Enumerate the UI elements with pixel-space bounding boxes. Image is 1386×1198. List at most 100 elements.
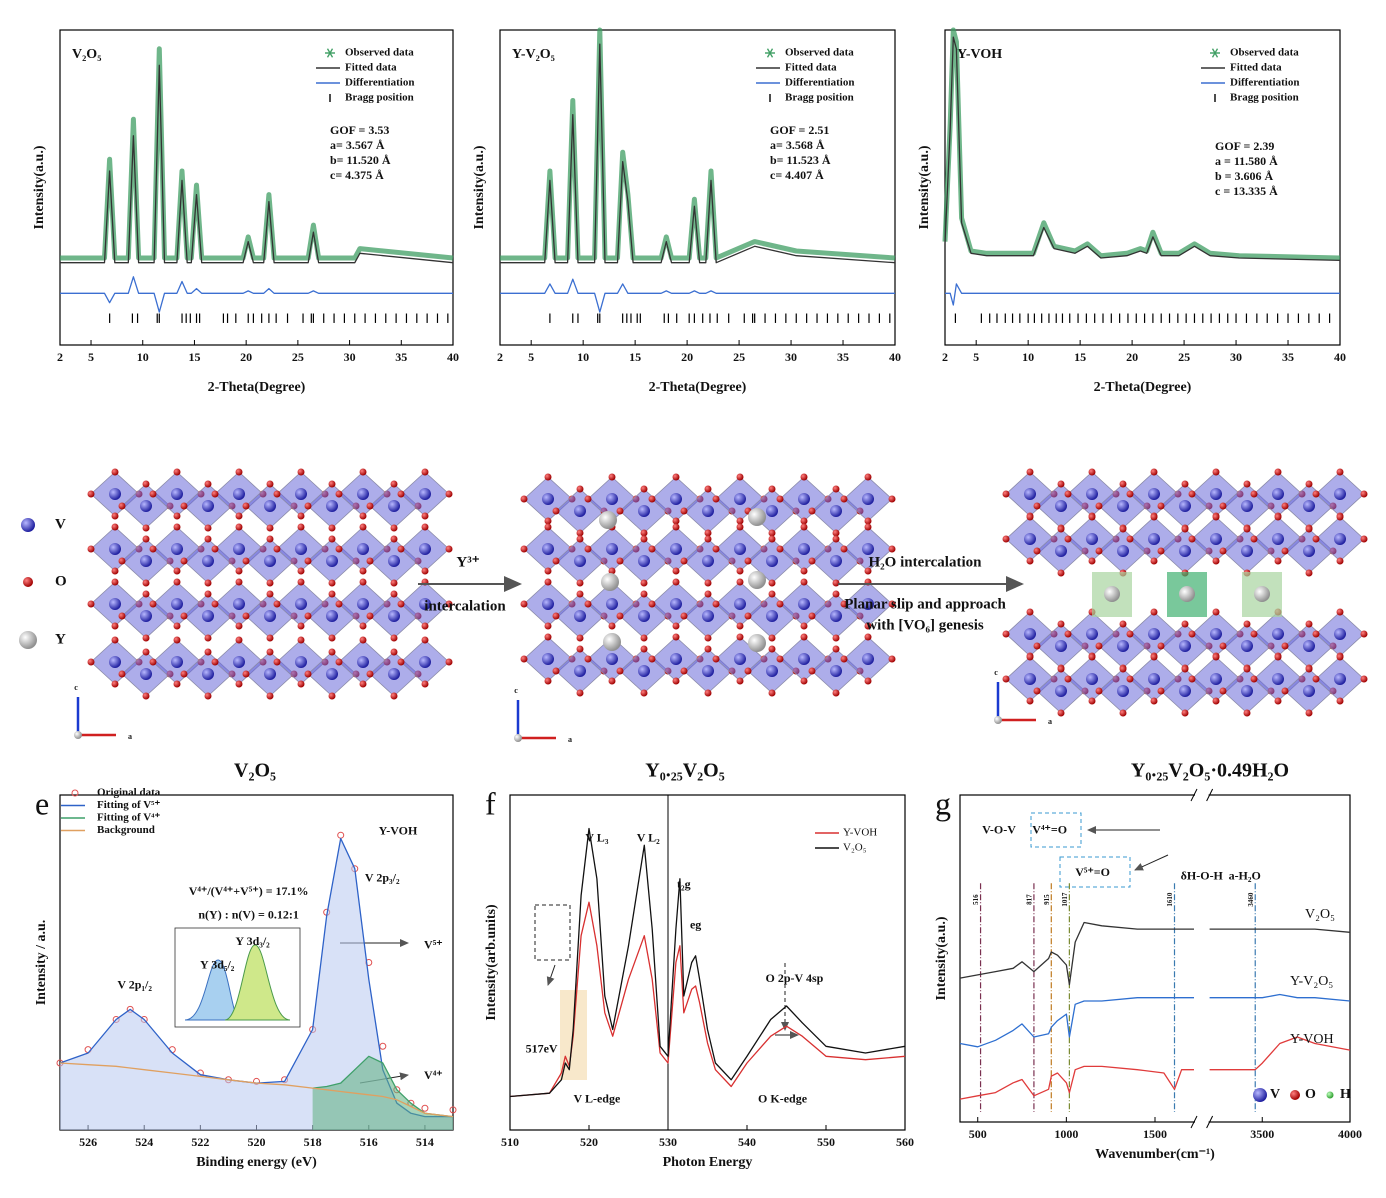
o-atom bbox=[142, 634, 150, 642]
o-atom bbox=[142, 524, 150, 532]
o-atom bbox=[608, 567, 616, 575]
o-atom bbox=[744, 667, 752, 675]
annotation: a-H₂O bbox=[1229, 869, 1261, 883]
o-atom bbox=[304, 612, 312, 620]
v-atom bbox=[140, 500, 152, 512]
annotation: b= 11.520 Å bbox=[330, 153, 391, 167]
o-atom bbox=[1312, 490, 1320, 498]
o-atom bbox=[142, 590, 150, 598]
o-atom bbox=[736, 473, 744, 481]
o-atom bbox=[712, 600, 720, 608]
step-label: Y³⁺ bbox=[456, 554, 479, 570]
o-atom bbox=[768, 590, 776, 598]
o-atom bbox=[704, 689, 712, 697]
o-atom bbox=[1312, 630, 1320, 638]
v-atom bbox=[542, 543, 554, 555]
v-atom bbox=[295, 598, 307, 610]
annotation: c= 4.407 Å bbox=[770, 168, 824, 182]
o-atom bbox=[648, 545, 656, 553]
v-atom bbox=[734, 598, 746, 610]
o-atom bbox=[1243, 620, 1251, 628]
v-atom bbox=[830, 610, 842, 622]
o-atom bbox=[1243, 709, 1251, 717]
v-atom bbox=[326, 610, 338, 622]
v-atom bbox=[1117, 500, 1129, 512]
o-atom bbox=[704, 535, 712, 543]
x-tick-label: 25 bbox=[1178, 350, 1190, 364]
x-tick-label: 1500 bbox=[1143, 1127, 1167, 1141]
o-atom bbox=[864, 523, 872, 531]
v-atom bbox=[862, 598, 874, 610]
o-atom bbox=[776, 495, 784, 503]
o-atom bbox=[235, 622, 243, 630]
v-atom bbox=[233, 543, 245, 555]
y-atom bbox=[748, 508, 766, 526]
o-atom bbox=[840, 545, 848, 553]
o-atom bbox=[888, 495, 896, 503]
x-tick-label: 4000 bbox=[1338, 1127, 1362, 1141]
v-atom bbox=[264, 668, 276, 680]
x-axis-label: 2-Theta(Degree) bbox=[1094, 380, 1192, 395]
o-atom bbox=[211, 490, 219, 498]
o-atom bbox=[273, 658, 281, 666]
v-atom bbox=[1148, 673, 1160, 685]
plot-frame bbox=[499, 29, 896, 346]
o-atom bbox=[111, 567, 119, 575]
o-atom bbox=[736, 517, 744, 525]
x-tick-label: 520 bbox=[248, 1135, 266, 1149]
v-atom bbox=[1148, 533, 1160, 545]
o-atom bbox=[544, 517, 552, 525]
v-atom bbox=[419, 543, 431, 555]
o-atom bbox=[640, 579, 648, 587]
v-atom bbox=[357, 488, 369, 500]
legend-symbol bbox=[766, 48, 774, 58]
o-atom bbox=[616, 557, 624, 565]
v-atom bbox=[798, 653, 810, 665]
o-atom bbox=[1281, 642, 1289, 650]
o-atom bbox=[359, 622, 367, 630]
o-atom bbox=[1181, 480, 1189, 488]
line bbox=[60, 64, 454, 264]
o-atom bbox=[1095, 687, 1103, 695]
o-atom bbox=[421, 468, 429, 476]
x-tick-label: 5 bbox=[88, 350, 94, 364]
o-atom bbox=[173, 512, 181, 520]
panel-label: f bbox=[485, 785, 496, 821]
o-atom bbox=[297, 636, 305, 644]
area bbox=[60, 838, 453, 1130]
reference-label: 3460 bbox=[1247, 892, 1255, 907]
y-axis-label: Intensity(a.u.) bbox=[32, 145, 47, 229]
o-atom bbox=[552, 507, 560, 515]
x-tick-label: 2 bbox=[942, 350, 948, 364]
legend-label: Fitting of V⁵⁺ bbox=[97, 799, 160, 811]
v-atom bbox=[326, 668, 338, 680]
structure-label: V₂O₅ bbox=[234, 760, 276, 782]
o-atom bbox=[111, 523, 119, 531]
o-atom bbox=[173, 468, 181, 476]
v-atom bbox=[766, 610, 778, 622]
o-atom bbox=[111, 512, 119, 520]
line bbox=[312, 1055, 454, 1118]
o-atom bbox=[1119, 709, 1127, 717]
v-atom bbox=[1303, 685, 1315, 697]
x-tick-label: 524 bbox=[135, 1135, 153, 1149]
v-atom bbox=[419, 488, 431, 500]
o-atom bbox=[266, 524, 274, 532]
o-atom bbox=[204, 692, 212, 700]
annotation: V 2p₃/₂ bbox=[365, 871, 400, 885]
legend-label: V bbox=[55, 516, 66, 532]
x-tick-label: 5 bbox=[528, 350, 534, 364]
o-atom bbox=[1312, 675, 1320, 683]
v-atom bbox=[542, 493, 554, 505]
inset-peak bbox=[224, 944, 291, 1021]
o-atom bbox=[712, 545, 720, 553]
o-atom bbox=[1250, 630, 1258, 638]
o-atom bbox=[397, 545, 405, 553]
o-atom bbox=[180, 612, 188, 620]
y-atom bbox=[1179, 586, 1195, 602]
o-atom bbox=[1150, 513, 1158, 521]
v-atom bbox=[1210, 533, 1222, 545]
legend-atom bbox=[19, 631, 37, 649]
o-atom bbox=[366, 612, 374, 620]
v-atom bbox=[171, 543, 183, 555]
